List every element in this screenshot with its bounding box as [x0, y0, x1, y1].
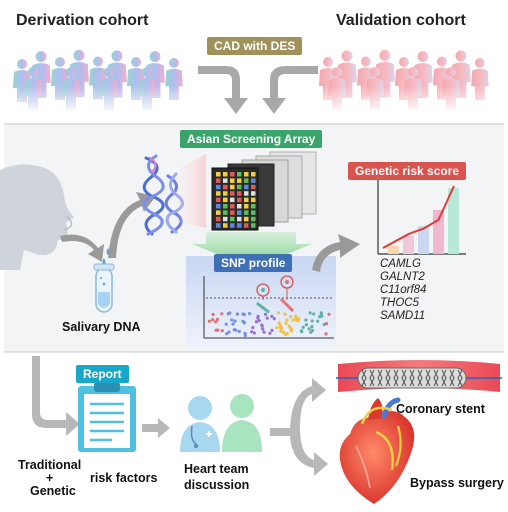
arrow-branch-to-outcomes	[270, 378, 328, 476]
arrow-validation-down	[262, 66, 318, 114]
arrow-face-to-tube	[60, 234, 104, 262]
cad-with-des-badge: CAD with DES	[207, 37, 303, 55]
beam-dna-to-array	[176, 154, 206, 228]
validation-cohort-title: Validation cohort	[336, 12, 466, 29]
traditional-label: Traditional	[18, 458, 82, 472]
genotyping-array-chips	[211, 151, 317, 231]
snp-profile-badge: SNP profile	[214, 254, 293, 272]
arrow-tube-to-dna	[108, 192, 156, 258]
genetic-risk-score-badge: Genetic risk score	[348, 162, 467, 180]
risk-factors-label: risk factors	[90, 471, 158, 485]
arrow-snp-to-grs	[312, 234, 360, 272]
discussion-label: discussion	[184, 478, 250, 492]
gene-galnt2: GALNT2	[380, 271, 425, 283]
salivary-dna-label: Salivary DNA	[62, 320, 141, 334]
arrow-derivation-down	[198, 66, 248, 114]
test-tube-icon	[93, 263, 115, 313]
arrow-array-to-snp	[192, 232, 312, 268]
plus-label: +	[46, 471, 54, 485]
bypass-surgery-label: Bypass surgery	[410, 476, 504, 490]
genetic-label: Genetic	[30, 484, 76, 498]
face-silhouette-icon	[0, 164, 74, 270]
asian-screening-array-badge: Asian Screening Array	[180, 130, 323, 148]
heart-bypass-icon	[339, 397, 415, 504]
gene-thoc5: THOC5	[380, 297, 419, 309]
derivation-crowd	[0, 49, 200, 114]
snp-manhattan-plot	[203, 275, 334, 339]
arrow-report-to-team	[142, 418, 170, 438]
team-member-icon	[222, 394, 262, 452]
arrow-panel-to-report	[32, 356, 80, 436]
validation-crowd	[308, 49, 508, 114]
gene-camlg: CAMLG	[380, 258, 421, 270]
heart-team-label: Heart team	[184, 462, 249, 476]
clipboard-report-icon	[78, 382, 136, 452]
grs-chart	[377, 180, 466, 255]
coronary-stent-icon	[336, 360, 502, 392]
derivation-cohort-title: Derivation cohort	[16, 12, 149, 29]
doctor-icon	[180, 396, 220, 452]
coronary-stent-label: Coronary stent	[396, 402, 485, 416]
gene-c11orf84: C11orf84	[380, 284, 427, 296]
report-badge: Report	[76, 365, 129, 383]
gene-samd11: SAMD11	[380, 310, 426, 322]
